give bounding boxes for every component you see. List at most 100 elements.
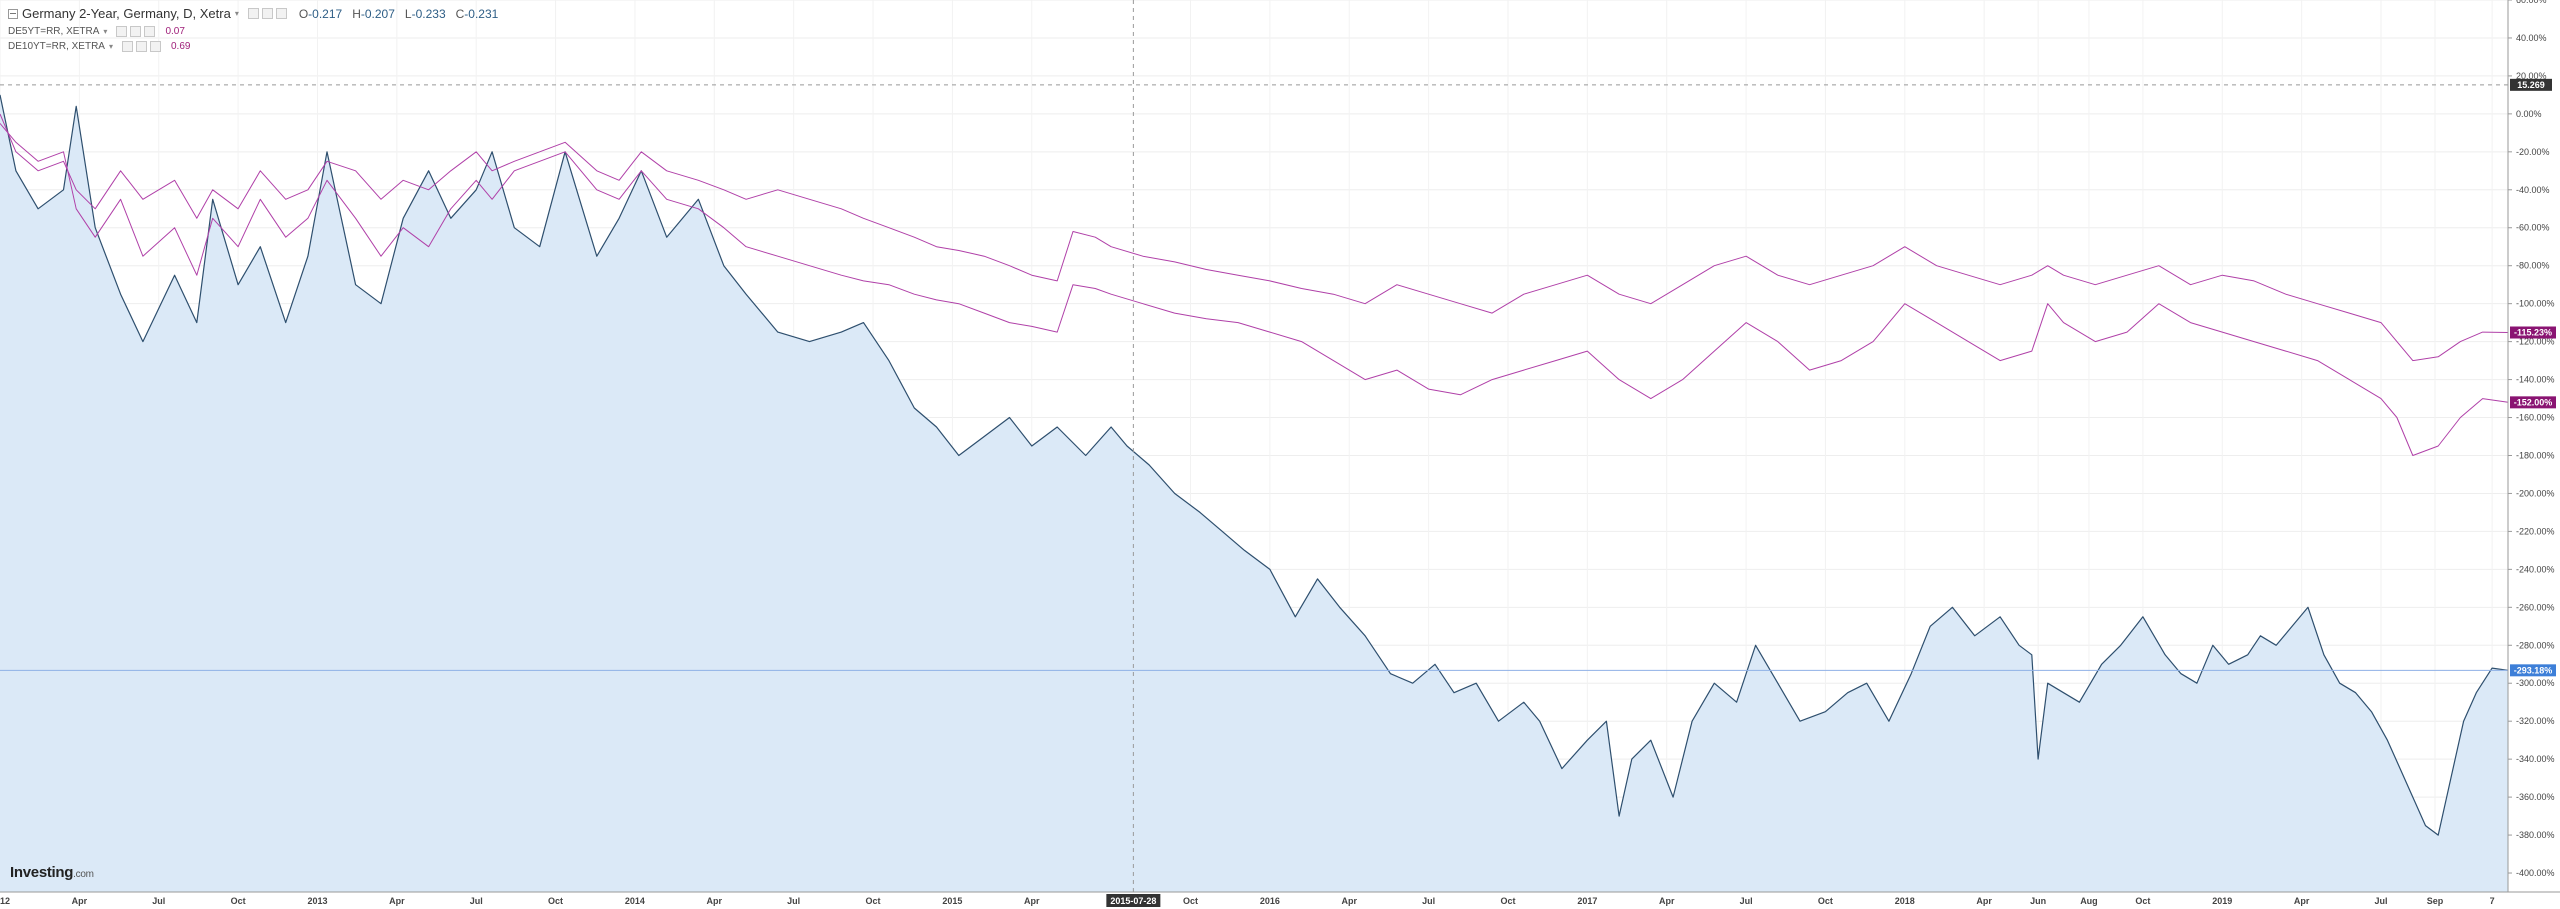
series-line-10y[interactable] [0,123,2509,456]
x-tick-label: Apr [707,896,723,906]
compare-value-5y: 0.07 [165,26,185,37]
compare-value-10y: 0.69 [171,41,191,52]
x-tick-label: Jun [2030,896,2046,906]
series-line-5y[interactable] [0,113,2509,362]
x-tick-label: Jul [787,896,800,906]
x-tick-label: Sep [2427,896,2444,906]
x-tick-label: Jul [2375,896,2388,906]
chevron-down-icon[interactable]: ▾ [234,9,239,18]
x-tick-label: Apr [1341,896,1357,906]
last-value-tag [2510,664,2556,677]
ohlc-open: O-0.217 [298,6,343,21]
x-tick-label: Aug [2080,896,2098,906]
compare-legend-5y: DE5YT=RR, XETRA ▾ 0.07 [8,26,185,37]
y-tick-label: -320.00% [2516,716,2555,726]
y-tick-label: -240.00% [2516,564,2555,574]
ohlc-low: L-0.233 [404,6,446,21]
x-tick-label: 2012 [0,896,10,906]
x-tick-label: 2015 [942,896,962,906]
crosshair-date-tag [1106,894,1161,907]
series-line-2y[interactable] [0,94,2509,836]
last-value-tags: -115.23% -152.00% -293.18% [2510,326,2556,677]
x-tick-label: Oct [1500,896,1515,906]
y-tick-label: -200.00% [2516,488,2555,498]
x-tick-label: 2017 [1577,896,1597,906]
x-tick-label: 2016 [1260,896,1280,906]
compare-legend-10y: DE10YT=RR, XETRA ▾ 0.69 [8,41,190,52]
ohlc-close: C-0.231 [455,6,499,21]
x-tick-label: Oct [866,896,881,906]
compare-symbol-10y[interactable]: DE10YT=RR, XETRA [8,41,105,52]
y-tick-label: -220.00% [2516,526,2555,536]
y-tick-label: -360.00% [2516,792,2555,802]
y-tick-label: -60.00% [2516,223,2550,233]
last-value-tag [2510,396,2556,409]
x-tick-label: Jul [1740,896,1753,906]
y-tick-label: -300.00% [2516,678,2555,688]
collapse-legend-icon[interactable] [8,8,18,19]
y-tick-label: 40.00% [2516,33,2547,43]
y-tick-label: -260.00% [2516,602,2555,612]
y-tick-label: -280.00% [2516,640,2555,650]
y-tick-label: -100.00% [2516,299,2555,309]
y-tick-label: -340.00% [2516,754,2555,764]
y-tick-label: -80.00% [2516,261,2550,271]
x-tick-label: Oct [1183,896,1198,906]
crosshair-date-label: 2015-07-28 [1110,896,1156,906]
time-axis[interactable]: 2012 Apr Jul Oct 2013 Apr Jul Oct 2014 Apr Jul Oct 2… [0,896,2495,906]
series-area-2y [0,94,2508,892]
y-tick-label: -400.00% [2516,868,2555,878]
close-icon[interactable] [144,26,156,37]
symbol-title[interactable]: Germany 2-Year, Germany, D, Xetra [22,6,231,21]
x-tick-label: 2018 [1895,896,1915,906]
last-value-tag [2510,326,2556,339]
eye-icon[interactable] [116,26,128,37]
price-axis[interactable]: 60.00% 40.00% 20.00% 0.00% -20.00% -40.00% -60… [2508,0,2555,878]
series-layer [0,94,2509,892]
x-tick-label: 7 [2490,896,2495,906]
close-icon[interactable] [150,41,161,52]
x-tick-label: Apr [1659,896,1675,906]
y-tick-label: 20.00% [2516,71,2547,81]
y-tick-label: -120.00% [2516,337,2555,347]
y-tick-label: -160.00% [2516,413,2555,423]
chevron-down-icon[interactable]: ▾ [103,27,108,36]
chevron-down-icon[interactable]: ▾ [108,42,113,51]
settings-icon[interactable] [130,26,142,37]
crosshair-price-tag [2510,78,2552,91]
y-tick-label: 0.00% [2516,109,2542,119]
investing-logo: Investing.com [10,864,94,881]
x-tick-label: Apr [1976,896,1992,906]
x-tick-label: Oct [548,896,563,906]
crosshair-price-label: 15.269 [2517,80,2545,90]
x-tick-label: 2019 [2212,896,2232,906]
x-tick-label: Apr [1024,896,1040,906]
y-tick-label: -40.00% [2516,185,2550,195]
close-icon[interactable] [275,8,287,19]
y-tick-label: -180.00% [2516,450,2555,460]
x-tick-label: Jul [152,896,165,906]
y-tick-label: 60.00% [2516,0,2547,5]
x-tick-label: Oct [1818,896,1833,906]
last-value-label: -152.00% [2514,397,2553,407]
y-tick-label: -20.00% [2516,147,2550,157]
eye-icon[interactable] [122,41,133,52]
settings-icon[interactable] [261,8,273,19]
y-tick-label: -380.00% [2516,830,2555,840]
x-tick-label: Jul [1422,896,1435,906]
x-tick-label: Oct [2135,896,2150,906]
last-value-label: -293.18% [2514,665,2553,675]
ohlc-high: H-0.207 [352,6,395,21]
eye-icon[interactable] [247,8,259,19]
x-tick-label: Oct [231,896,246,906]
settings-icon[interactable] [136,41,147,52]
x-tick-label: 2013 [307,896,327,906]
x-tick-label: Apr [2294,896,2310,906]
y-tick-label: -140.00% [2516,375,2555,385]
x-tick-label: Apr [72,896,88,906]
compare-symbol-5y[interactable]: DE5YT=RR, XETRA [8,26,100,37]
main-legend: Germany 2-Year, Germany, D, Xetra ▾ O-0.… [8,6,508,21]
x-tick-label: Jul [470,896,483,906]
